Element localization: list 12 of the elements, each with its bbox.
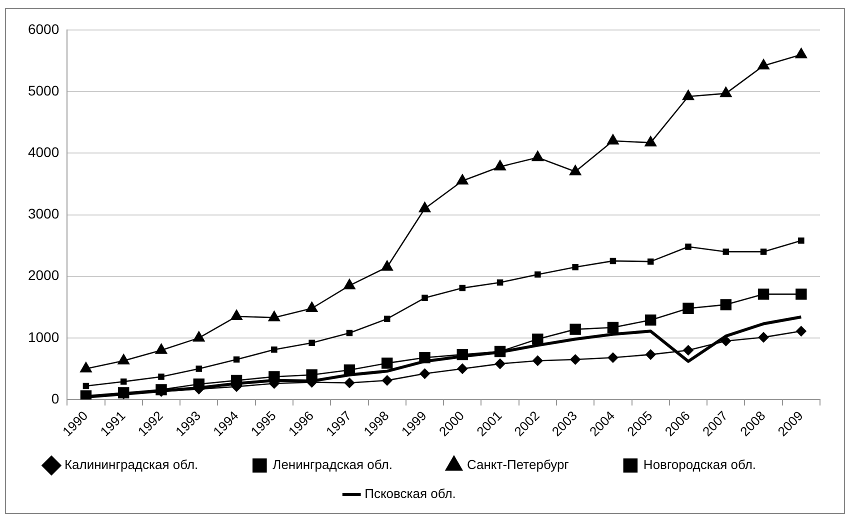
y-tick-label: 5000 <box>28 82 60 98</box>
y-tick-label: 4000 <box>28 144 60 160</box>
legend-label: Санкт-Петербург <box>466 457 608 472</box>
y-tick-label: 3000 <box>28 206 60 222</box>
y-tick-label: 1000 <box>28 328 60 345</box>
legend-label: Калининградская обл. <box>64 457 238 472</box>
legend-label: Ленинградская обл. <box>272 457 432 472</box>
legend-label: Псковская обл. <box>364 486 495 502</box>
legend-label: Новгородская обл. <box>643 457 796 472</box>
y-tick-label: 2000 <box>28 267 60 284</box>
y-tick-label: 0 <box>51 390 60 406</box>
y-tick-label: 6000 <box>28 20 60 37</box>
